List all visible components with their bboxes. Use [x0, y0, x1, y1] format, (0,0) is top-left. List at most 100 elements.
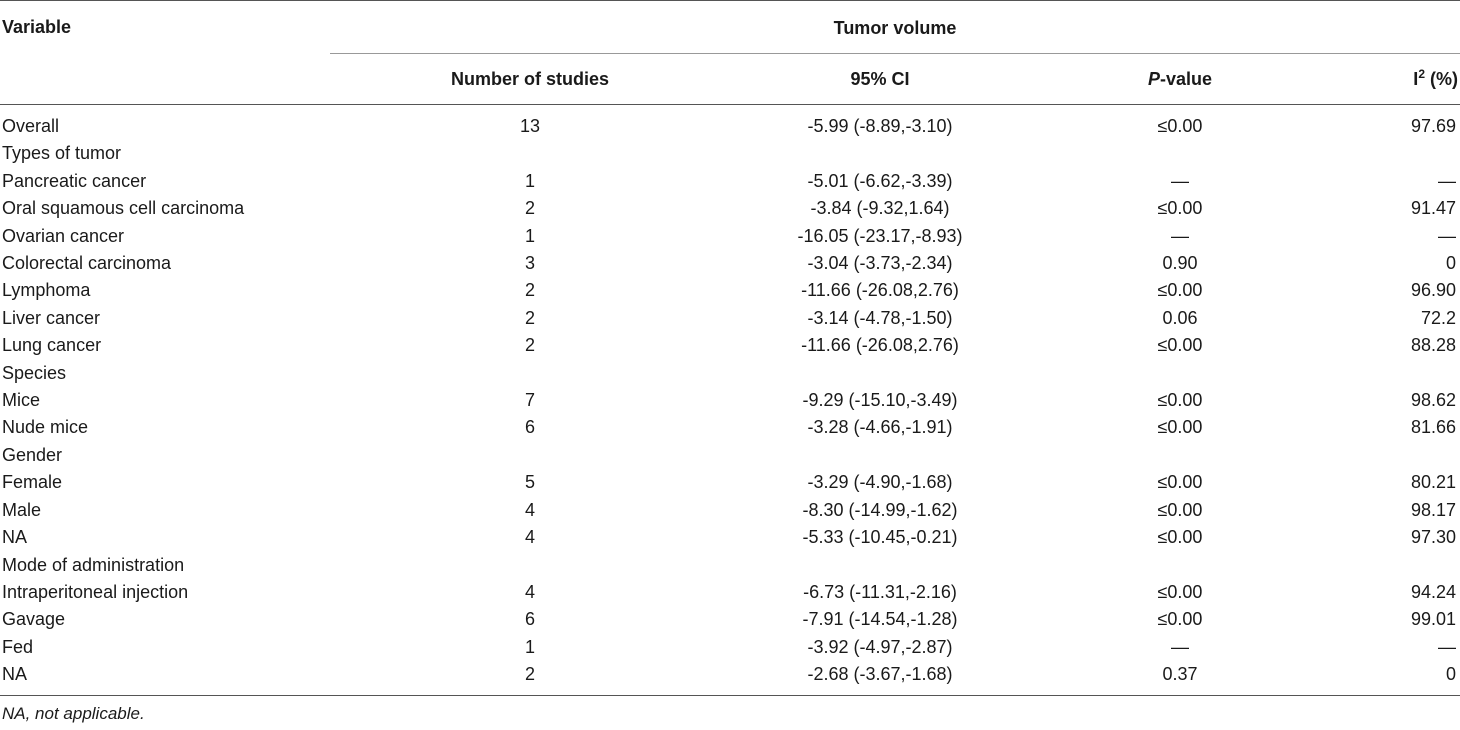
cell-number-of-studies: 6	[524, 417, 535, 438]
header-number-of-studies: Number of studies	[450, 68, 610, 89]
cell-p-value: ≤0.00	[1157, 472, 1203, 493]
header-p-italic: P	[1147, 68, 1160, 89]
cell-95-ci	[730, 552, 1030, 579]
cell-variable: Ovarian cancer	[2, 225, 125, 246]
cell-p-value: ≤0.00	[1157, 527, 1203, 548]
header-i2-sup: 2	[1418, 66, 1425, 81]
cell-number-of-studies: 7	[524, 390, 535, 411]
cell-number-of-studies	[330, 442, 730, 469]
cell-number-of-studies	[330, 140, 730, 167]
cell-p-value: —	[1171, 636, 1189, 657]
header-p-rest: -value	[1159, 68, 1213, 89]
cell-variable: Mode of administration	[2, 554, 185, 575]
cell-p-value: ≤0.00	[1157, 499, 1203, 520]
cell-95-ci: -5.01 (-6.62,-3.39)	[807, 170, 953, 191]
cell-i2: 98.62	[1410, 390, 1456, 411]
cell-p-value: 0.90	[1162, 253, 1198, 274]
cell-p-value: 0.06	[1162, 307, 1198, 328]
header-p-value: P-value	[1030, 54, 1330, 105]
cell-number-of-studies: 2	[524, 307, 535, 328]
cell-95-ci: -8.30 (-14.99,-1.62)	[802, 499, 958, 520]
cell-95-ci: -5.33 (-10.45,-0.21)	[802, 527, 958, 548]
cell-variable: Mice	[2, 390, 41, 411]
table-row: Ovarian cancer 1 -16.05 (-23.17,-8.93) — —	[0, 223, 1460, 250]
cell-i2	[1330, 140, 1460, 167]
cell-number-of-studies: 13	[519, 116, 541, 136]
cell-p-value	[1030, 552, 1330, 579]
table-row: Fed 1 -3.92 (-4.97,-2.87) — —	[0, 634, 1460, 661]
table-row: Nude mice 6 -3.28 (-4.66,-1.91) ≤0.00 81.66	[0, 414, 1460, 441]
table-row: Mode of administration	[0, 552, 1460, 579]
table-row: Oral squamous cell carcinoma 2 -3.84 (-9.3…	[0, 195, 1460, 222]
table-row: Species	[0, 360, 1460, 387]
cell-i2: 97.69	[1410, 116, 1456, 136]
cell-p-value: ≤0.00	[1157, 116, 1203, 136]
cell-i2: 91.47	[1410, 198, 1456, 219]
table-row: Female 5 -3.29 (-4.90,-1.68) ≤0.00 80.21	[0, 469, 1460, 496]
cell-variable: Overall	[2, 116, 60, 136]
cell-i2: 0	[1445, 664, 1456, 685]
table-row: NA 4 -5.33 (-10.45,-0.21) ≤0.00 97.30	[0, 524, 1460, 551]
cell-p-value: ≤0.00	[1157, 417, 1203, 438]
cell-p-value	[1030, 442, 1330, 469]
cell-variable: NA	[2, 664, 28, 685]
cell-variable: Female	[2, 472, 63, 493]
cell-i2: 96.90	[1410, 280, 1456, 301]
cell-p-value: ≤0.00	[1157, 198, 1203, 219]
table-row: Overall 13 -5.99 (-8.89,-3.10) ≤0.00 97.69	[0, 105, 1460, 141]
table-footnote: NA, not applicable.	[2, 704, 145, 723]
cell-number-of-studies: 6	[524, 609, 535, 630]
table-row: Pancreatic cancer 1 -5.01 (-6.62,-3.39) — —	[0, 168, 1460, 195]
cell-95-ci: -16.05 (-23.17,-8.93)	[797, 225, 963, 246]
cell-number-of-studies: 1	[524, 170, 535, 191]
cell-95-ci	[730, 442, 1030, 469]
cell-number-of-studies: 4	[524, 499, 535, 520]
cell-95-ci: -5.99 (-8.89,-3.10)	[807, 116, 953, 136]
cell-i2: 80.21	[1410, 472, 1456, 493]
cell-variable: Gender	[2, 444, 63, 465]
cell-95-ci: -11.66 (-26.08,2.76)	[801, 280, 959, 301]
cell-i2: —	[1438, 225, 1456, 246]
cell-95-ci: -9.29 (-15.10,-3.49)	[802, 390, 958, 411]
cell-variable: Species	[2, 362, 67, 383]
cell-variable: Gavage	[2, 609, 66, 630]
cell-i2	[1330, 442, 1460, 469]
cell-variable: Fed	[2, 636, 34, 657]
cell-p-value: ≤0.00	[1157, 581, 1203, 602]
cell-number-of-studies: 5	[524, 472, 535, 493]
cell-i2: 97.30	[1410, 527, 1456, 548]
cell-number-of-studies: 2	[524, 198, 535, 219]
cell-number-of-studies: 1	[524, 636, 535, 657]
cell-95-ci: -3.29 (-4.90,-1.68)	[807, 472, 953, 493]
cell-variable: Types of tumor	[2, 143, 122, 164]
header-variable: Variable	[2, 17, 72, 37]
cell-variable: Lymphoma	[2, 280, 91, 301]
cell-p-value: ≤0.00	[1157, 609, 1203, 630]
table-row: Types of tumor	[0, 140, 1460, 167]
cell-number-of-studies: 4	[524, 527, 535, 548]
cell-95-ci	[730, 360, 1030, 387]
cell-variable: Liver cancer	[2, 307, 101, 328]
cell-variable: Pancreatic cancer	[2, 170, 147, 191]
cell-95-ci	[730, 140, 1030, 167]
table-row: Lung cancer 2 -11.66 (-26.08,2.76) ≤0.00 88.…	[0, 332, 1460, 359]
cell-p-value	[1030, 140, 1330, 167]
cell-i2: —	[1438, 636, 1456, 657]
table-header: Variable Tumor volume Number of studies …	[0, 0, 1460, 105]
cell-p-value: —	[1171, 170, 1189, 191]
cell-number-of-studies: 2	[524, 335, 535, 356]
cell-p-value	[1030, 360, 1330, 387]
table-body: Overall 13 -5.99 (-8.89,-3.10) ≤0.00 97.69 Ty…	[0, 105, 1460, 696]
cell-95-ci: -11.66 (-26.08,2.76)	[801, 335, 959, 356]
cell-95-ci: -7.91 (-14.54,-1.28)	[802, 609, 958, 630]
table-row: Colorectal carcinoma 3 -3.04 (-3.73,-2.34)…	[0, 250, 1460, 277]
cell-95-ci: -3.84 (-9.32,1.64)	[810, 198, 950, 219]
results-table: Variable Tumor volume Number of studies …	[0, 0, 1460, 696]
header-i2-base: I	[1413, 68, 1419, 89]
cell-95-ci: -3.04 (-3.73,-2.34)	[807, 253, 953, 274]
header-i2: I2 (%)	[1330, 54, 1460, 105]
cell-number-of-studies: 4	[524, 581, 535, 602]
cell-i2: 72.2	[1420, 307, 1456, 328]
cell-i2: —	[1438, 170, 1456, 191]
cell-variable: Intraperitoneal injection	[2, 581, 189, 602]
